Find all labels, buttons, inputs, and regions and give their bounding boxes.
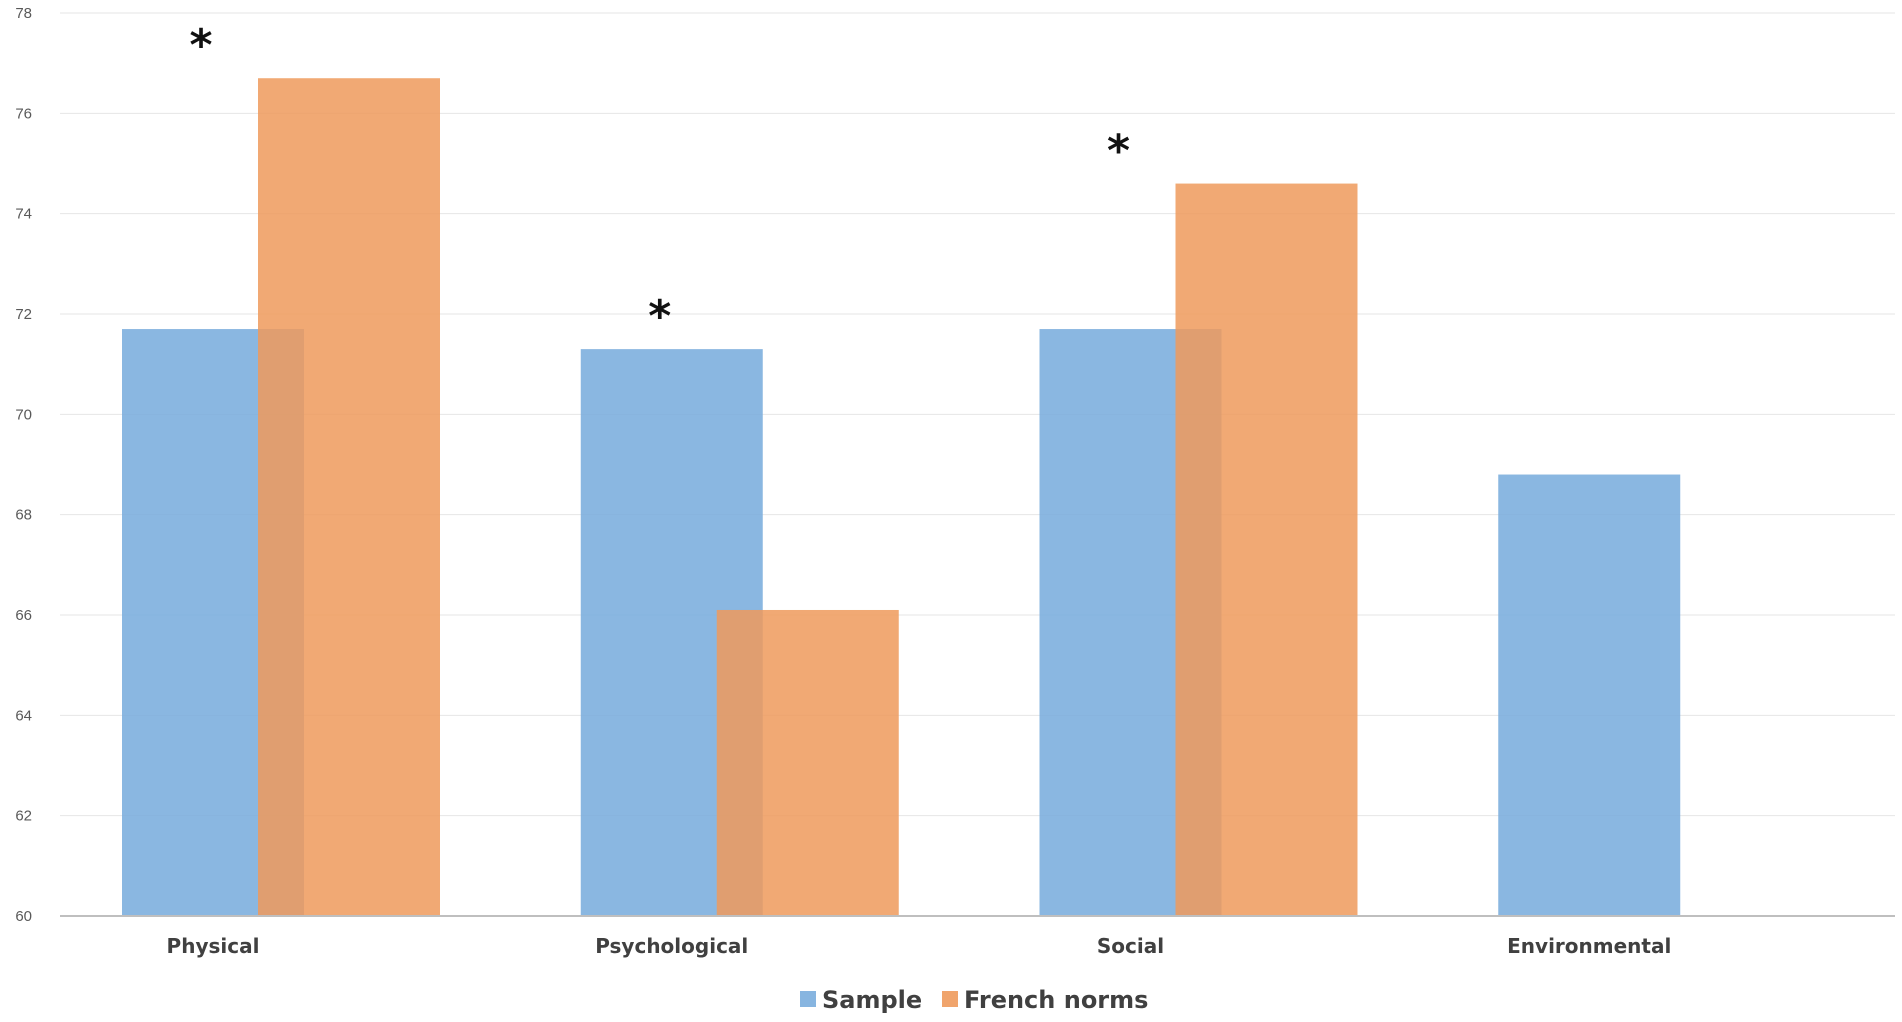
x-category-label: Environmental [1507, 934, 1671, 958]
legend-label-french-norms: French norms [964, 986, 1148, 1014]
y-tick-label: 74 [15, 206, 32, 223]
significance-asterisk: * [648, 291, 671, 342]
x-category-label: Physical [167, 934, 260, 958]
y-tick-label: 72 [15, 306, 32, 323]
bar-french-norms [1175, 183, 1358, 917]
legend-swatch-french-norms [942, 991, 958, 1007]
x-category-label: Psychological [595, 934, 748, 958]
y-axis: 60 62 64 66 68 70 72 74 76 78 [15, 5, 32, 925]
legend-label-sample: Sample [822, 986, 922, 1014]
y-tick-label: 64 [15, 707, 32, 724]
y-tick-label: 76 [15, 105, 32, 122]
legend: Sample French norms [800, 986, 1148, 1014]
y-tick-label: 62 [15, 808, 32, 825]
bars [122, 78, 1681, 917]
y-tick-label: 68 [15, 507, 32, 524]
x-axis: Physical Psychological Social Environmental [167, 934, 1672, 958]
bar-french-norms [258, 78, 440, 916]
y-tick-label: 60 [15, 908, 32, 925]
significance-asterisk: * [1107, 126, 1130, 177]
legend-swatch-sample [800, 991, 816, 1007]
y-tick-label: 78 [15, 5, 32, 22]
y-tick-label: 66 [15, 607, 32, 624]
bar-sample [1498, 474, 1681, 916]
significance-asterisk: * [189, 20, 212, 71]
x-category-label: Social [1097, 934, 1164, 958]
y-tick-label: 70 [15, 406, 32, 423]
bar-french-norms [716, 609, 899, 916]
significance-markers: * * * [189, 20, 1130, 342]
